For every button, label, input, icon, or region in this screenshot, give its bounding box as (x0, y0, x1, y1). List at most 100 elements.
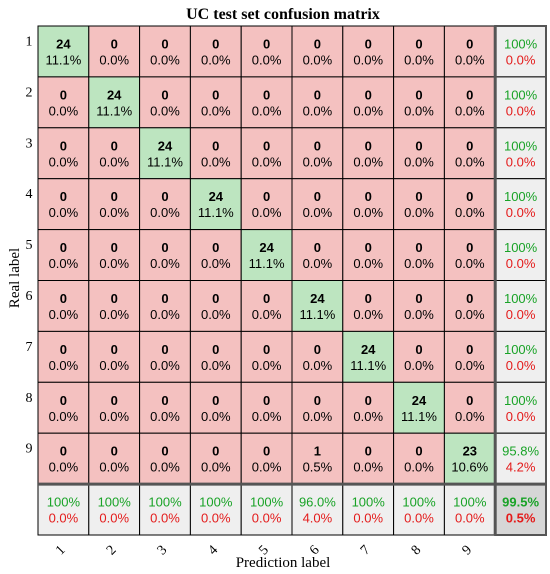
cell-percent: 0.0% (49, 103, 79, 118)
column-precision: 96.0% (299, 495, 336, 510)
matrix-cell: 00.0% (139, 178, 191, 231)
matrix-cell: 00.0% (139, 381, 191, 434)
matrix-cell: 00.0% (88, 25, 141, 78)
column-precision: 100% (199, 495, 233, 510)
cell-background (240, 76, 293, 129)
row-error: 0.0% (506, 358, 536, 373)
cell-count: 24 (412, 393, 427, 408)
cell-background (88, 127, 141, 180)
cell-count: 0 (161, 189, 168, 204)
matrix-cell: 00.0% (37, 381, 90, 434)
cell-count: 0 (415, 291, 422, 306)
row-error: 0.0% (506, 154, 536, 169)
column-summary-cell: 100%0.0% (189, 483, 242, 536)
matrix-cell: 00.0% (139, 432, 191, 485)
column-summary-cell: 100%0.0% (139, 483, 191, 536)
cell-background (342, 432, 395, 485)
cell-percent: 0.0% (353, 307, 383, 322)
row-tick-label: 3 (26, 136, 33, 151)
matrix-cell: 00.0% (37, 432, 90, 485)
cell-count: 0 (161, 342, 168, 357)
cell-count: 0 (415, 87, 422, 102)
matrix-cell: 00.0% (37, 178, 90, 231)
chart-title: UC test set confusion matrix (186, 6, 380, 23)
cell-percent: 0.0% (404, 205, 434, 220)
cell-count: 0 (60, 240, 67, 255)
row-tick-label: 4 (26, 187, 33, 202)
cell-count: 0 (111, 189, 118, 204)
matrix-cell: 00.0% (139, 25, 191, 78)
cell-background (240, 330, 293, 383)
matrix-cell: 00.0% (443, 330, 496, 383)
matrix-cell: 00.0% (88, 432, 141, 485)
matrix-cell: 00.0% (88, 381, 141, 434)
cell-count: 0 (161, 240, 168, 255)
cell-count: 0 (314, 36, 321, 51)
matrix-cell: 00.0% (291, 127, 344, 180)
cell-count: 0 (365, 36, 372, 51)
column-summary-cell: 100%0.0% (393, 483, 445, 536)
column-summary-cell: 96.0%4.0% (291, 483, 344, 536)
cell-percent: 0.0% (99, 460, 129, 475)
matrix-cell: 00.0% (342, 280, 395, 332)
cell-percent: 0.0% (303, 52, 333, 67)
matrix-cell: 00.0% (189, 280, 242, 332)
matrix-cell: 00.0% (443, 229, 496, 282)
row-summary-cell: 100%0.0% (494, 25, 547, 78)
cell-percent: 0.0% (150, 256, 180, 271)
matrix-cell: 00.0% (443, 25, 496, 78)
cell-background (139, 330, 191, 383)
cell-count: 0 (60, 138, 67, 153)
column-summary-cell: 100%0.0% (443, 483, 496, 536)
cell-background (37, 76, 90, 129)
cell-count: 0 (466, 138, 473, 153)
cell-percent: 11.1% (299, 307, 335, 322)
cell-background (291, 25, 344, 78)
cell-percent: 11.1% (350, 358, 386, 373)
cell-count: 23 (463, 444, 477, 459)
matrix-cell: 00.0% (189, 381, 242, 434)
cell-background (189, 330, 242, 383)
cell-count: 0 (365, 138, 372, 153)
cell-background (189, 178, 242, 231)
cell-percent: 0.0% (353, 205, 383, 220)
cell-count: 0 (314, 342, 321, 357)
cell-percent: 0.0% (201, 460, 231, 475)
x-axis-label: Prediction label (236, 555, 331, 571)
row-error: 0.0% (506, 307, 536, 322)
cell-count: 0 (212, 36, 219, 51)
cell-percent: 0.0% (303, 205, 333, 220)
cell-background (393, 25, 445, 78)
matrix-cell: 00.0% (342, 432, 395, 485)
cell-count: 0 (161, 393, 168, 408)
cell-count: 0 (314, 87, 321, 102)
cell-count: 0 (263, 138, 270, 153)
matrix-cell: 00.0% (88, 127, 141, 180)
cell-count: 0 (466, 291, 473, 306)
cell-background (443, 381, 496, 434)
cell-percent: 0.0% (49, 409, 79, 424)
cell-percent: 0.0% (99, 358, 129, 373)
cell-percent: 0.0% (150, 103, 180, 118)
cell-background (443, 76, 496, 129)
row-tick-label: 5 (26, 238, 33, 253)
cell-percent: 0.0% (99, 52, 129, 67)
cell-percent: 0.0% (303, 256, 333, 271)
row-summary-cell: 100%0.0% (494, 381, 547, 434)
cell-background (139, 76, 191, 129)
cell-percent: 0.0% (252, 205, 282, 220)
cell-count: 0 (263, 342, 270, 357)
matrix-cell: 00.0% (393, 280, 445, 332)
cell-count: 0 (111, 240, 118, 255)
cell-count: 0 (212, 240, 219, 255)
cell-background (393, 330, 445, 383)
cell-background (88, 432, 141, 485)
column-precision: 100% (352, 495, 386, 510)
cell-background (342, 280, 395, 332)
cell-count: 0 (415, 444, 422, 459)
